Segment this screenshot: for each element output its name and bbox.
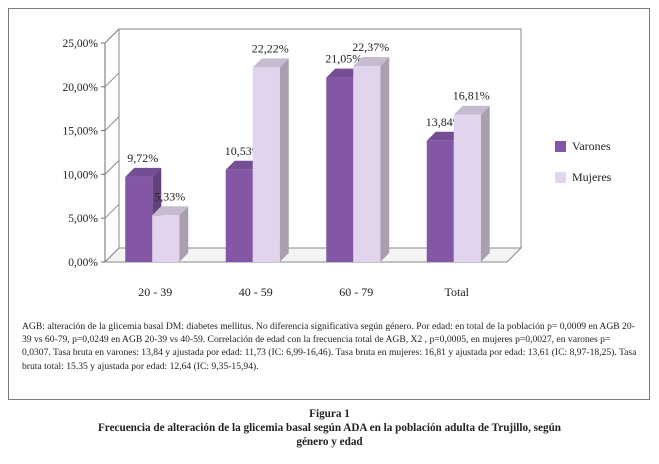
bar-mujeres-1 (252, 67, 280, 262)
y-depth-line (104, 28, 120, 44)
data-label: 9,72% (127, 151, 158, 165)
legend-label-mujeres: Mujeres (572, 170, 612, 184)
data-label: 13,84% (426, 115, 463, 129)
bar-varones-2 (326, 77, 354, 263)
bar-varones-0 (125, 176, 153, 262)
legend-swatch-mujeres (555, 172, 566, 183)
y-tick-label: 10,00% (63, 169, 99, 181)
y-depth-line (104, 116, 120, 131)
figure-title-line-1: Frecuencia de alteración de la glicemia … (97, 422, 562, 434)
y-tick-label: 0,00% (68, 257, 98, 269)
bar-top (453, 105, 490, 115)
data-label: 5,33% (154, 189, 185, 203)
bar-varones-1 (225, 169, 253, 262)
figure-frame (8, 8, 650, 400)
data-label: 16,81% (453, 89, 490, 103)
bar-side (380, 57, 390, 262)
bar-mujeres-2 (353, 66, 381, 262)
figure-title-line-2: género y edad (296, 436, 363, 448)
data-label: 22,37% (352, 40, 389, 54)
data-label: 10,53% (225, 144, 262, 158)
bar-top (125, 167, 162, 177)
bar-side (279, 58, 289, 262)
bar-top (353, 57, 390, 67)
x-tick-label: 60 - 79 (339, 285, 373, 299)
legend-swatch-varones (555, 141, 566, 152)
y-tick-label: 5,00% (68, 213, 98, 225)
y-depth-line (104, 247, 120, 263)
data-label: 22,22% (252, 41, 289, 55)
data-label: 21,05% (325, 52, 362, 66)
x-tick-label: 40 - 59 (239, 285, 273, 299)
bar-side (179, 206, 189, 262)
y-tick-label: 20,00% (63, 82, 99, 94)
bar-top (152, 206, 189, 216)
figure-number: Figura 1 (309, 408, 350, 420)
x-tick-label: 20 - 39 (138, 285, 172, 299)
figure-note: AGB: alteración de la glicemia basal DM:… (22, 321, 637, 372)
y-tick-label: 25,00% (63, 38, 99, 50)
legend-label-varones: Varones (572, 139, 611, 153)
y-tick-label: 15,00% (63, 126, 99, 138)
bar-mujeres-3 (453, 114, 481, 262)
bar-side (480, 105, 490, 262)
y-depth-line (104, 72, 120, 88)
x-tick-label: Total (445, 285, 470, 299)
y-depth-line (104, 160, 120, 175)
bar-top (252, 58, 289, 68)
y-depth-line (104, 203, 120, 219)
bar-chart: 0,00% 5,00% 10,00% 15,00% 20,00% 25,00% 20 - 3… (63, 28, 523, 299)
bar-mujeres-0 (152, 215, 180, 262)
bar-varones-3 (426, 140, 454, 262)
figure-caption: Figura 1 Frecuencia de alteración de la … (0, 407, 659, 449)
